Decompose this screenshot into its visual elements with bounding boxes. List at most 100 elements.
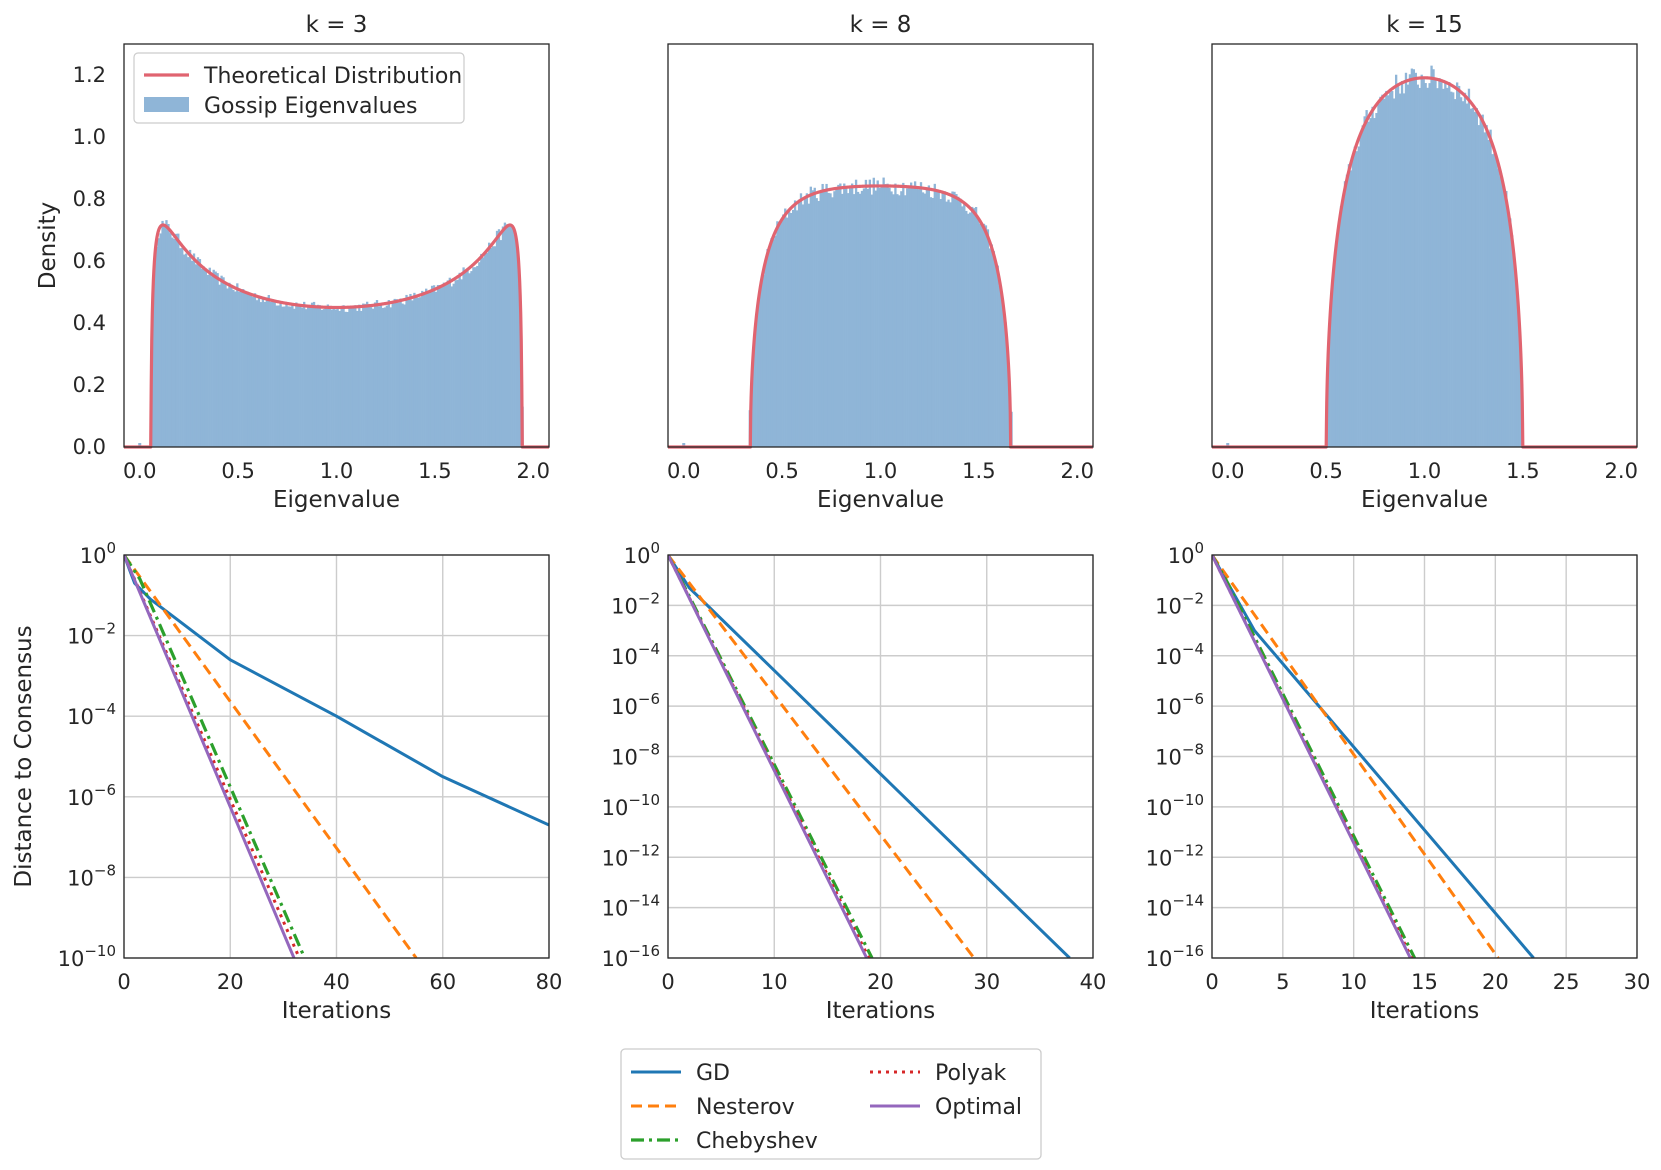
hist-bar <box>356 310 359 447</box>
x-tick-label: 0.0 <box>123 459 156 483</box>
hist-bar <box>255 300 259 447</box>
hist-bar <box>1363 116 1366 447</box>
hist-bar <box>407 296 410 447</box>
x-tick-label: 30 <box>973 970 1000 994</box>
hist-bar <box>273 301 276 447</box>
y-tick-base: 10 <box>1146 897 1173 921</box>
hist-bar <box>856 191 860 447</box>
hist-bar-outlier <box>1226 443 1230 447</box>
hist-bar <box>438 285 442 447</box>
y-tick-label: 10−6 <box>611 690 660 719</box>
hist-bar <box>1495 159 1498 448</box>
hist-bar <box>825 183 828 447</box>
hist-bar <box>271 299 274 447</box>
series-group <box>1212 555 1535 958</box>
legend-label-theoretical: Theoretical Distribution <box>203 64 462 89</box>
hist-bar <box>923 193 927 447</box>
hist-bar-outlier <box>682 443 686 447</box>
hist-bar <box>1499 176 1502 448</box>
hist-bar <box>419 297 422 447</box>
hist-bar <box>1347 164 1351 447</box>
hist-bar <box>770 238 773 447</box>
hist-bar <box>768 248 771 447</box>
hist-bar <box>480 253 483 447</box>
hist-bar <box>1509 218 1512 447</box>
hist-bar <box>939 199 942 447</box>
hist-bar <box>1328 337 1331 447</box>
hist-bar <box>1503 190 1506 448</box>
hist-bar <box>369 307 373 447</box>
hist-bar <box>305 309 308 447</box>
x-tick-label: 0 <box>117 970 130 994</box>
hist-bar <box>1396 83 1400 447</box>
x-tick-label: 40 <box>1080 970 1107 994</box>
hist-bar <box>244 290 247 447</box>
hist-bar <box>778 222 781 447</box>
hist-bar <box>910 182 913 447</box>
hist-bar <box>364 303 367 447</box>
hist-bar <box>1463 92 1467 447</box>
hist-bar <box>1371 106 1374 448</box>
hist-bar <box>157 238 160 447</box>
hist-bar <box>1408 74 1412 448</box>
hist-bar <box>886 183 889 447</box>
hist-bar <box>774 235 777 447</box>
hist-bar <box>1444 81 1447 447</box>
hist-bar <box>941 192 944 447</box>
y-tick-exponent: −6 <box>94 781 116 799</box>
series-line-optimal <box>668 555 869 958</box>
hist-bar <box>1426 87 1429 448</box>
hist-bar <box>1516 299 1520 447</box>
hist-bar <box>440 286 444 447</box>
hist-bar <box>430 285 434 447</box>
hist-bar <box>444 284 448 447</box>
hist-bar <box>898 195 901 447</box>
y-tick-exponent: −16 <box>1172 942 1204 960</box>
hist-bar <box>1387 95 1390 447</box>
hist-bar <box>878 187 881 448</box>
hist-bar <box>1455 82 1459 447</box>
hist-bar <box>1446 87 1449 447</box>
panel-title: k = 3 <box>306 12 368 38</box>
hist-bar <box>1381 94 1384 447</box>
y-tick-label: 10−10 <box>1146 791 1204 820</box>
hist-bar <box>428 289 432 447</box>
hist-bar <box>1487 139 1490 447</box>
hist-bar <box>210 276 213 447</box>
hist-bar <box>955 194 958 447</box>
hist-bar <box>978 223 982 447</box>
hist-bar <box>788 209 791 447</box>
y-tick-exponent: −6 <box>638 690 660 708</box>
hist-bar <box>1434 79 1437 447</box>
y-tick-label: 0.4 <box>73 311 106 335</box>
x-tick-label: 1.5 <box>418 459 451 483</box>
hist-bar <box>827 192 830 447</box>
hist-bar <box>772 239 775 447</box>
hist-bar <box>929 197 933 447</box>
hist-bar <box>472 267 475 447</box>
hist-bar <box>334 309 337 447</box>
x-tick-label: 0.5 <box>221 459 254 483</box>
hist-bar <box>322 309 326 447</box>
hist-bar <box>226 288 229 447</box>
hist-bar <box>1518 335 1522 447</box>
hist-bar <box>849 188 852 448</box>
hist-bar <box>972 208 976 447</box>
hist-bar <box>1457 85 1461 448</box>
hist-bar <box>1442 88 1445 447</box>
hist-bar <box>181 247 184 447</box>
hist-bar <box>423 292 426 447</box>
hist-bar <box>959 198 962 447</box>
hist-bar <box>503 222 507 447</box>
hist-bar <box>340 307 343 447</box>
x-tick-label: 1.0 <box>1408 459 1441 483</box>
hist-bar <box>819 191 822 447</box>
hist-bar <box>874 190 877 447</box>
hist-bar <box>314 306 318 447</box>
hist-bar <box>982 223 986 447</box>
hist-bar <box>762 274 765 447</box>
hist-bar <box>442 282 446 447</box>
hist-bar <box>1359 132 1362 447</box>
hist-bar <box>866 188 870 447</box>
x-tick-label: 10 <box>1340 970 1367 994</box>
